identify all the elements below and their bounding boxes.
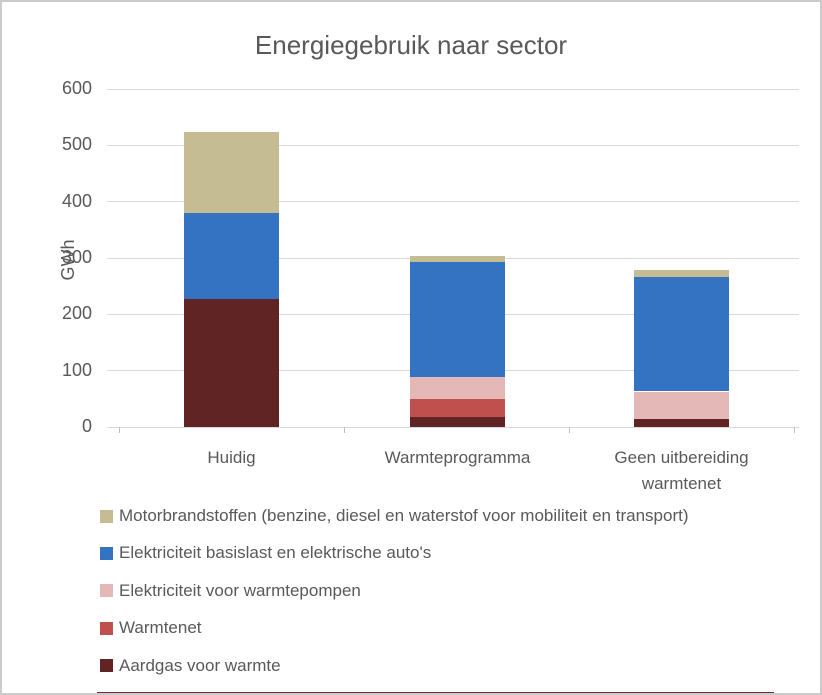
bar-segment [410, 377, 505, 399]
legend-label: Elektriciteit voor warmtepompen [119, 580, 361, 600]
x-axis-tick [794, 427, 795, 433]
legend-item: Warmtenet [100, 617, 202, 639]
gridline-0 [107, 426, 799, 428]
bar-segment [410, 416, 505, 427]
legend-item: Motorbrandstoffen (benzine, diesel en wa… [100, 505, 688, 527]
y-axis-tick-label: 200 [61, 303, 92, 324]
y-axis-tick-label: 400 [61, 190, 92, 211]
bar-segment [634, 277, 729, 392]
bar-segment [410, 398, 505, 417]
x-axis-label: Huidig [207, 448, 256, 467]
y-axis-tick-label: 600 [61, 78, 92, 98]
legend-swatch-icon [100, 546, 113, 560]
legend-swatch-icon [100, 659, 113, 673]
legend-swatch-icon [100, 584, 113, 598]
x-axis-tick [569, 427, 570, 433]
x-axis-tick [344, 427, 345, 433]
bar-segment [184, 298, 279, 427]
bar-segment [184, 212, 279, 299]
cropped-bottom-element-edge [97, 692, 774, 693]
gridline-400 [107, 201, 799, 203]
legend-label: Aardgas voor warmte [119, 655, 281, 675]
x-axis-label: Geen uitbereiding warmtenet [614, 448, 749, 494]
legend-label: Motorbrandstoffen (benzine, diesel en wa… [119, 506, 689, 525]
gridline-500 [107, 144, 799, 146]
legend-item: Elektriciteit voor warmtepompen [100, 580, 361, 602]
legend-swatch-icon [100, 509, 113, 523]
x-axis-tick [119, 427, 120, 433]
y-axis-tick-label: 300 [61, 247, 92, 267]
legend-label: Elektriciteit basislast en elektrische a… [119, 543, 432, 563]
bar-segment [634, 391, 729, 419]
legend-swatch-icon [100, 621, 113, 635]
bar-segment [184, 131, 279, 213]
chart-title: Energiegebruik naar sector [254, 30, 568, 60]
bar-segment [634, 418, 729, 427]
bar-segment [634, 270, 729, 278]
y-axis-tick-label: 500 [61, 134, 92, 155]
legend-item: Aardgas voor warmte [100, 655, 281, 677]
bar-segment [410, 261, 505, 378]
gridline-600 [107, 88, 799, 90]
y-axis-tick-label: 0 [81, 416, 92, 436]
bar-segment [410, 255, 505, 262]
legend-item: Elektriciteit basislast en elektrische a… [100, 542, 431, 564]
legend-label: Warmtenet [119, 618, 202, 638]
y-axis-tick-label: 100 [61, 359, 92, 380]
x-axis-label: Warmteprogramma [384, 448, 531, 467]
